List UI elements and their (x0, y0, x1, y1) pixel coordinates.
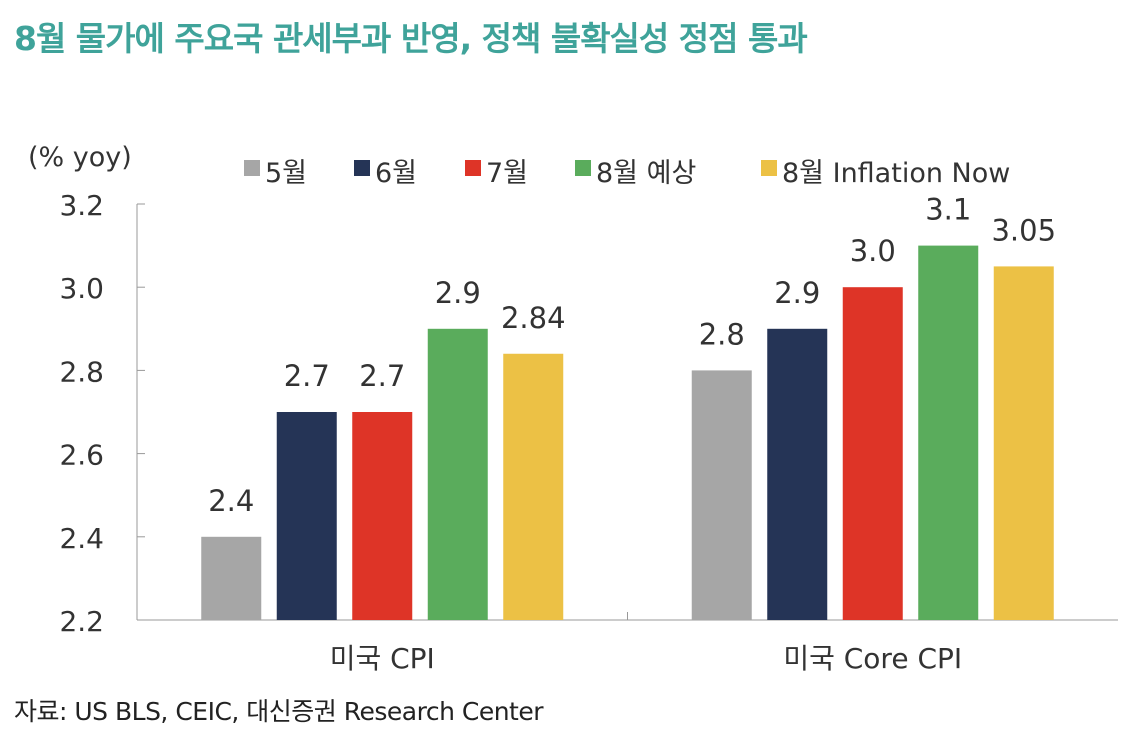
legend-label: 6월 (375, 158, 417, 189)
bars (201, 245, 1054, 620)
bar (503, 353, 564, 620)
x-category-label: 미국 Core CPI (783, 642, 962, 675)
legend-label: 8월 예상 (596, 158, 696, 189)
y-tick-label: 2.8 (59, 355, 104, 388)
x-category-label: 미국 CPI (330, 642, 435, 675)
bar-value-label: 2.84 (501, 301, 566, 335)
y-axis: 2.2 2.4 2.6 2.8 3.0 3.2 (59, 189, 145, 638)
value-labels: 2.4 2.7 2.7 2.9 2.84 2.8 2.9 3.0 3.1 3.05 (208, 193, 1056, 518)
bar (842, 287, 903, 620)
legend-label: 7월 (486, 158, 528, 189)
bar (918, 245, 979, 620)
y-axis-unit-label: (% yoy) (28, 142, 132, 173)
bar-value-label: 3.1 (925, 193, 971, 227)
bar-value-label: 3.0 (850, 234, 896, 268)
y-tick-label: 2.2 (59, 605, 104, 638)
legend-label: 8월 Inflation Now (782, 158, 1010, 189)
bar (767, 328, 828, 620)
bar-value-label: 2.4 (208, 484, 254, 518)
bar-chart: (% yoy) 5월 6월 7월 8월 예상 8월 Inflation Now 2.22… (28, 142, 1118, 675)
source-note: 자료: US BLS, CEIC, 대신증권 Research Center (14, 697, 544, 726)
legend-label: 5월 (265, 158, 307, 189)
legend: 5월 6월 7월 8월 예상 8월 Inflation Now (244, 158, 1010, 189)
bar-value-label: 2.7 (359, 359, 405, 393)
bar-value-label: 2.8 (699, 317, 745, 351)
legend-swatch (575, 160, 591, 176)
y-tick-label: 3.0 (59, 272, 104, 305)
bar (352, 412, 413, 620)
x-axis: 미국 CPI 미국 Core CPI (137, 612, 1118, 675)
bar (276, 412, 337, 620)
bar (201, 536, 262, 620)
chart-title: 8월 물가에 주요국 관세부과 반영, 정책 불확실성 정점 통과 (14, 19, 808, 58)
bar (691, 370, 752, 620)
y-tick-label: 2.6 (59, 439, 104, 472)
bar (993, 266, 1054, 620)
y-tick-label: 2.4 (59, 522, 104, 555)
legend-swatch (244, 160, 260, 176)
bar-value-label: 2.9 (774, 276, 820, 310)
bar-value-label: 2.9 (435, 276, 481, 310)
legend-swatch (354, 160, 370, 176)
bar-value-label: 2.7 (284, 359, 330, 393)
bar-value-label: 3.05 (991, 213, 1056, 247)
bar (427, 328, 488, 620)
legend-swatch (465, 160, 481, 176)
y-tick-label: 3.2 (59, 189, 104, 222)
legend-swatch (761, 160, 777, 176)
